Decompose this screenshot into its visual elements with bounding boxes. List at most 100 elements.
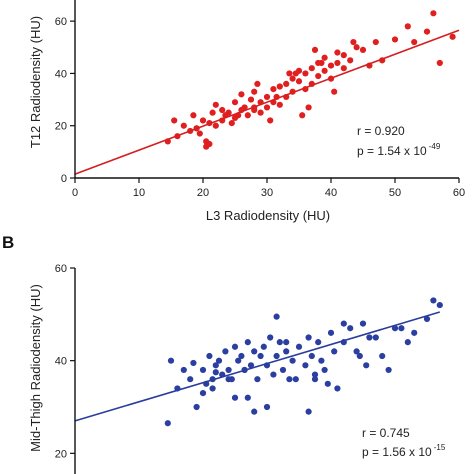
a-data-point bbox=[171, 117, 178, 124]
panel-b-points bbox=[164, 297, 443, 427]
a-y-tick-label: 0 bbox=[61, 173, 67, 185]
a-data-point bbox=[423, 28, 431, 35]
b-data-point bbox=[270, 371, 277, 378]
a-data-point bbox=[327, 62, 335, 69]
a-data-point bbox=[372, 38, 379, 46]
a-data-point bbox=[254, 80, 261, 87]
b-data-point bbox=[215, 357, 223, 364]
b-data-point bbox=[254, 376, 261, 383]
b-data-point bbox=[308, 352, 315, 360]
a-data-point bbox=[286, 70, 293, 77]
a-data-point bbox=[263, 104, 271, 111]
a-data-point bbox=[295, 78, 303, 85]
panel-a-y-axis-label: T12 Radiodensity (HU) bbox=[28, 16, 43, 148]
a-data-point bbox=[350, 38, 357, 46]
a-data-point bbox=[257, 109, 264, 116]
a-x-tick-label: 0 bbox=[72, 187, 78, 199]
b-data-point bbox=[423, 315, 431, 323]
panel-a-x-axis-label: L3 Radiodensity (HU) bbox=[206, 208, 330, 223]
b-data-point bbox=[286, 376, 293, 383]
b-data-point bbox=[379, 352, 386, 360]
panel-b-r-value: r = 0.745 bbox=[362, 426, 410, 440]
panel-a-p-exponent: -49 bbox=[429, 142, 441, 151]
a-x-tick-label: 10 bbox=[133, 187, 145, 199]
a-data-point bbox=[219, 106, 226, 114]
panel-b-label: B bbox=[2, 233, 14, 252]
b-data-point bbox=[199, 366, 207, 374]
a-data-point bbox=[321, 67, 328, 74]
b-data-point bbox=[244, 394, 251, 401]
b-data-point bbox=[267, 334, 274, 341]
b-y-tick-label: 20 bbox=[55, 448, 67, 460]
b-data-point bbox=[187, 376, 194, 383]
b-data-point bbox=[167, 357, 175, 364]
b-data-point bbox=[347, 325, 354, 332]
a-data-point bbox=[209, 109, 216, 116]
b-y-tick-label: 40 bbox=[55, 356, 67, 368]
panel-a-p-value: p = 1.54 x 10 -49 bbox=[357, 142, 441, 158]
a-data-point bbox=[196, 130, 203, 137]
panel-b-y-axis-label: Mid-Thigh Radiodensity (HU) bbox=[28, 284, 43, 452]
b-data-point bbox=[305, 334, 312, 341]
a-data-point bbox=[334, 49, 341, 56]
b-data-point bbox=[356, 352, 363, 360]
b-data-point bbox=[180, 366, 187, 374]
a-data-point bbox=[347, 57, 354, 64]
b-data-point bbox=[235, 357, 242, 364]
a-data-point bbox=[247, 96, 255, 103]
b-data-point bbox=[318, 357, 325, 364]
a-data-point bbox=[251, 106, 258, 114]
b-data-point bbox=[289, 357, 296, 364]
b-data-point bbox=[366, 334, 373, 341]
b-data-point bbox=[363, 362, 370, 369]
a-data-point bbox=[302, 70, 309, 77]
b-data-point bbox=[212, 362, 219, 369]
b-data-point bbox=[222, 348, 229, 355]
a-x-tick-label: 20 bbox=[197, 187, 209, 199]
a-data-point bbox=[318, 59, 325, 67]
a-data-point bbox=[430, 10, 437, 17]
a-data-point bbox=[436, 59, 443, 67]
a-x-tick-label: 30 bbox=[261, 187, 273, 199]
b-data-point bbox=[295, 343, 303, 350]
a-x-tick-label: 40 bbox=[325, 187, 337, 199]
b-data-point bbox=[331, 348, 338, 355]
b-data-point bbox=[247, 362, 255, 369]
b-data-point bbox=[359, 320, 367, 327]
b-data-point bbox=[324, 380, 331, 387]
a-data-point bbox=[292, 70, 299, 77]
b-data-point bbox=[263, 403, 271, 411]
b-data-point bbox=[340, 320, 347, 327]
panel-a-y-ticks: 0 20 40 60 bbox=[55, 16, 75, 185]
a-data-point bbox=[315, 72, 322, 80]
a-data-point bbox=[308, 65, 315, 72]
a-data-point bbox=[238, 91, 245, 98]
a-y-tick-label: 40 bbox=[55, 68, 67, 80]
panel-b-y-ticks: 20 40 60 bbox=[55, 263, 75, 460]
a-data-point bbox=[241, 104, 248, 111]
a-data-point bbox=[276, 101, 283, 108]
b-data-point bbox=[315, 339, 322, 346]
a-data-point bbox=[212, 101, 219, 108]
b-data-point bbox=[279, 366, 287, 374]
a-data-point bbox=[334, 59, 341, 67]
a-data-point bbox=[263, 93, 271, 101]
a-data-point bbox=[190, 112, 197, 119]
b-data-point bbox=[276, 339, 283, 346]
b-data-point bbox=[398, 325, 405, 332]
panel-b-chart: 20 40 60 Mid-Thigh Radiodensity (HU) r = 0… bbox=[28, 263, 446, 474]
panel-a-p-text: p = 1.54 x 10 bbox=[357, 144, 427, 158]
b-data-point bbox=[238, 352, 245, 360]
b-y-tick-label: 60 bbox=[55, 263, 67, 275]
a-data-point bbox=[231, 99, 239, 106]
a-y-tick-label: 60 bbox=[55, 16, 67, 28]
b-data-point bbox=[251, 408, 258, 415]
b-data-point bbox=[273, 352, 280, 360]
a-data-point bbox=[305, 104, 312, 111]
b-data-point bbox=[212, 369, 219, 376]
a-data-point bbox=[359, 46, 367, 54]
a-data-point bbox=[212, 122, 219, 129]
b-data-point bbox=[311, 376, 319, 383]
panel-a-x-ticks: 0 10 20 30 40 50 60 bbox=[72, 178, 465, 199]
